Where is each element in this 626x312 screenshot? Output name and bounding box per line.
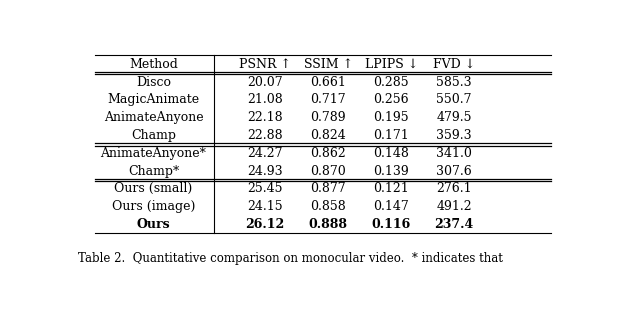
Text: 0.862: 0.862: [310, 147, 346, 160]
Text: 585.3: 585.3: [436, 76, 472, 89]
Text: 0.888: 0.888: [309, 218, 347, 231]
Text: 22.88: 22.88: [247, 129, 283, 142]
Text: 0.717: 0.717: [310, 93, 346, 106]
Text: MagicAnimate: MagicAnimate: [108, 93, 200, 106]
Text: 307.6: 307.6: [436, 164, 472, 178]
Text: AnimateAnyone: AnimateAnyone: [104, 111, 203, 124]
Text: 0.147: 0.147: [373, 200, 409, 213]
Text: Champ: Champ: [131, 129, 176, 142]
Text: 20.07: 20.07: [247, 76, 283, 89]
Text: 0.148: 0.148: [373, 147, 409, 160]
Text: 237.4: 237.4: [434, 218, 474, 231]
Text: 0.171: 0.171: [373, 129, 409, 142]
Text: 550.7: 550.7: [436, 93, 472, 106]
Text: 0.789: 0.789: [310, 111, 346, 124]
Text: 0.285: 0.285: [373, 76, 409, 89]
Text: 0.139: 0.139: [373, 164, 409, 178]
Text: 0.195: 0.195: [373, 111, 409, 124]
Text: AnimateAnyone*: AnimateAnyone*: [101, 147, 207, 160]
Text: Ours (small): Ours (small): [115, 182, 193, 195]
Text: SSIM ↑: SSIM ↑: [304, 58, 352, 71]
Text: LPIPS ↓: LPIPS ↓: [364, 58, 418, 71]
Text: Champ*: Champ*: [128, 164, 179, 178]
Text: 0.661: 0.661: [310, 76, 346, 89]
Text: 0.858: 0.858: [310, 200, 346, 213]
Text: PSNR ↑: PSNR ↑: [239, 58, 291, 71]
Text: 21.08: 21.08: [247, 93, 283, 106]
Text: 491.2: 491.2: [436, 200, 472, 213]
Text: Ours: Ours: [136, 218, 170, 231]
Text: Disco: Disco: [136, 76, 171, 89]
Text: Ours (image): Ours (image): [112, 200, 195, 213]
Text: 25.45: 25.45: [247, 182, 283, 195]
Text: 0.116: 0.116: [372, 218, 411, 231]
Text: 24.15: 24.15: [247, 200, 283, 213]
Text: 0.256: 0.256: [373, 93, 409, 106]
Text: 24.27: 24.27: [247, 147, 283, 160]
Text: FVD ↓: FVD ↓: [433, 58, 475, 71]
Text: 22.18: 22.18: [247, 111, 283, 124]
Text: 359.3: 359.3: [436, 129, 472, 142]
Text: 0.870: 0.870: [310, 164, 346, 178]
Text: 479.5: 479.5: [436, 111, 472, 124]
Text: Table 2.  Quantitative comparison on monocular video.  * indicates that: Table 2. Quantitative comparison on mono…: [78, 252, 507, 265]
Text: Method: Method: [129, 58, 178, 71]
Text: 0.877: 0.877: [310, 182, 346, 195]
Text: 0.824: 0.824: [310, 129, 346, 142]
Text: 24.93: 24.93: [247, 164, 283, 178]
Text: 341.0: 341.0: [436, 147, 472, 160]
Text: 0.121: 0.121: [373, 182, 409, 195]
Text: 26.12: 26.12: [245, 218, 285, 231]
Text: 276.1: 276.1: [436, 182, 472, 195]
